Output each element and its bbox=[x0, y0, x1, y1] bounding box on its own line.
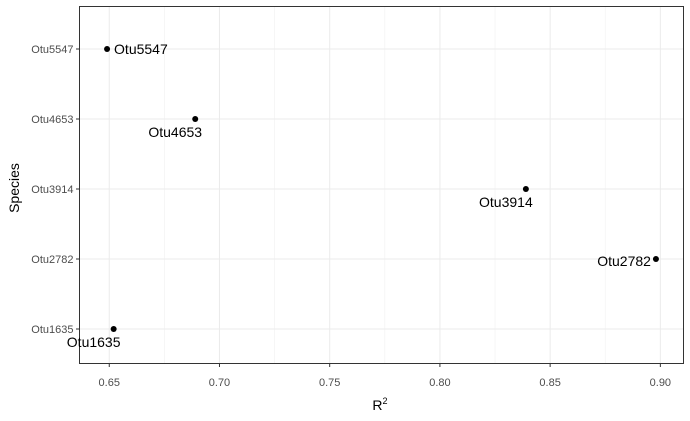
data-point bbox=[522, 186, 529, 192]
point-label: Otu2782 bbox=[597, 253, 651, 269]
data-point bbox=[104, 46, 111, 52]
x-tick-label: 0.85 bbox=[539, 377, 560, 389]
x-axis-title-superscript: 2 bbox=[383, 396, 388, 406]
y-tick-label: Otu3914 bbox=[31, 184, 73, 196]
y-tick-label: Otu5547 bbox=[31, 44, 73, 56]
plot-panel bbox=[79, 6, 684, 364]
data-point bbox=[110, 326, 117, 332]
x-tick-label: 0.75 bbox=[319, 377, 340, 389]
point-label: Otu1635 bbox=[67, 334, 121, 350]
x-tick-label: 0.65 bbox=[99, 377, 120, 389]
y-axis-title: Species bbox=[6, 163, 22, 213]
data-point bbox=[652, 256, 659, 262]
grid-lines bbox=[79, 6, 684, 364]
x-tick-label: 0.70 bbox=[209, 377, 230, 389]
y-tick-label: Otu2782 bbox=[31, 254, 73, 266]
data-points bbox=[104, 46, 659, 332]
y-tick-label: Otu4653 bbox=[31, 114, 73, 126]
point-label: Otu4653 bbox=[148, 124, 202, 140]
x-tick-label: 0.80 bbox=[429, 377, 450, 389]
y-tick-label: Otu1635 bbox=[31, 324, 73, 336]
y-axis: Otu1635 Otu2782 Otu3914 Otu4653 Otu5547 bbox=[31, 44, 80, 336]
point-label: Otu3914 bbox=[479, 194, 533, 210]
x-axis-title: R2 bbox=[372, 396, 387, 413]
x-axis: 0.65 0.70 0.75 0.80 0.85 0.90 bbox=[99, 363, 671, 389]
x-tick-label: 0.90 bbox=[650, 377, 671, 389]
point-labels: Otu5547 Otu4653 Otu3914 Otu2782 Otu1635 bbox=[67, 41, 651, 350]
data-point bbox=[192, 116, 199, 122]
point-label: Otu5547 bbox=[114, 41, 168, 57]
